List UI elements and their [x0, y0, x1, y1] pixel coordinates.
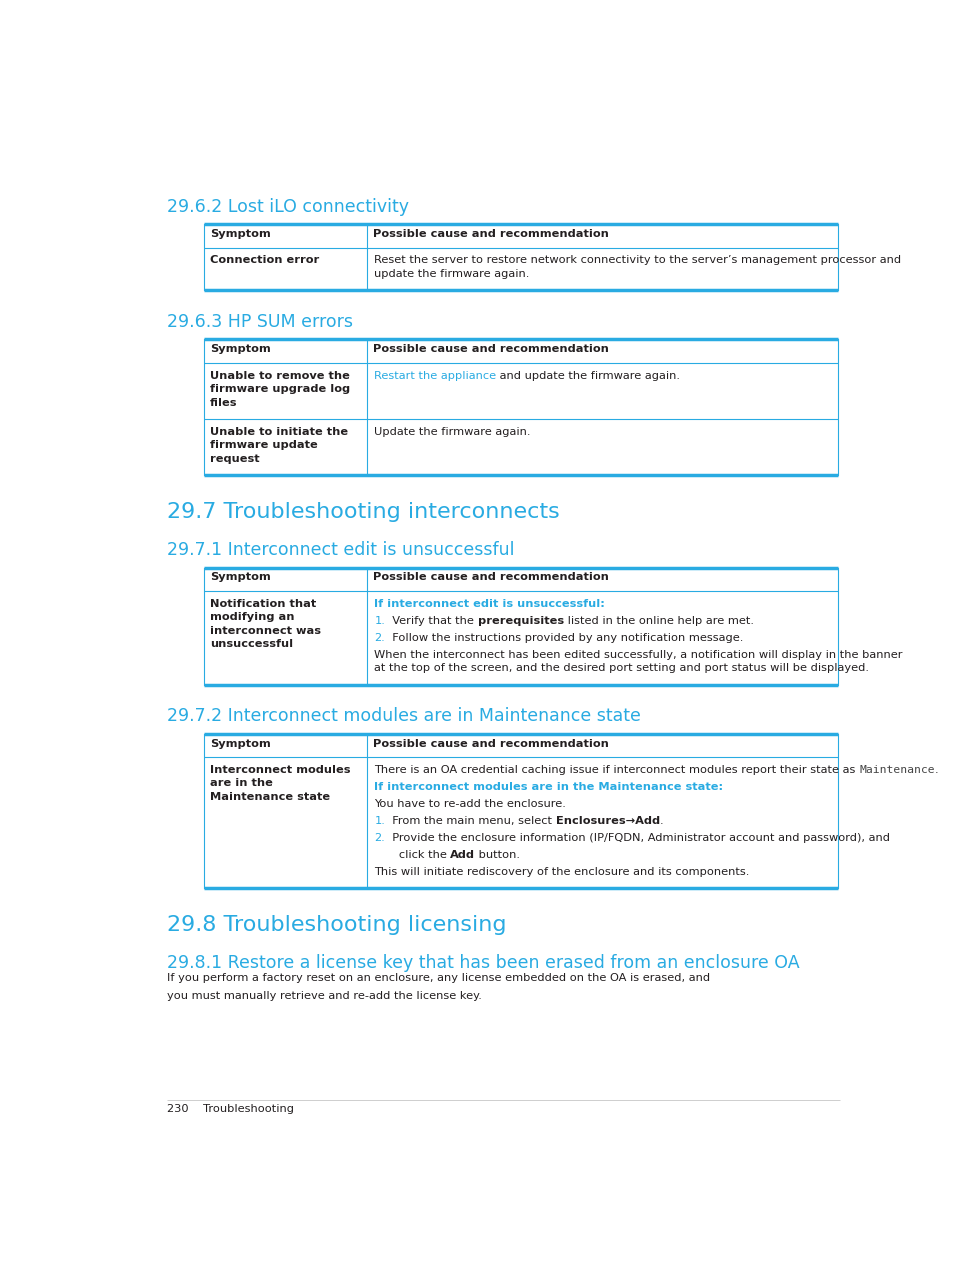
Text: Enclosures→Add: Enclosures→Add: [556, 816, 659, 826]
Text: .: .: [659, 816, 663, 826]
Text: at the top of the screen, and the desired port setting and port status will be d: at the top of the screen, and the desire…: [374, 663, 868, 674]
Text: Connection error: Connection error: [210, 255, 319, 266]
Text: 29.6.2 Lost iLO connectivity: 29.6.2 Lost iLO connectivity: [167, 197, 409, 216]
Text: You have to re-add the enclosure.: You have to re-add the enclosure.: [374, 799, 566, 808]
Text: If interconnect edit is unsuccessful:: If interconnect edit is unsuccessful:: [374, 599, 604, 609]
Text: 29.7.1 Interconnect edit is unsuccessful: 29.7.1 Interconnect edit is unsuccessful: [167, 540, 515, 559]
Text: Provide the enclosure information (IP/FQDN, Administrator account and password),: Provide the enclosure information (IP/FQ…: [385, 833, 889, 843]
Text: modifying an: modifying an: [210, 613, 294, 622]
Text: Verify that the: Verify that the: [385, 615, 477, 625]
Text: listed in the online help are met.: listed in the online help are met.: [563, 615, 753, 625]
Text: click the: click the: [387, 850, 450, 860]
Text: There is an OA credential caching issue if interconnect modules report their sta: There is an OA credential caching issue …: [374, 765, 859, 775]
Text: Add: Add: [450, 850, 475, 860]
Text: request: request: [210, 454, 259, 464]
Text: and update the firmware again.: and update the firmware again.: [496, 371, 679, 380]
Text: Reset the server to restore network connectivity to the server’s management proc: Reset the server to restore network conn…: [374, 255, 901, 266]
Text: Restart the appliance: Restart the appliance: [374, 371, 496, 380]
Text: update the firmware again.: update the firmware again.: [374, 269, 529, 278]
Text: When the interconnect has been edited successfully, a notification will display : When the interconnect has been edited su…: [374, 649, 902, 660]
Text: Maintenance state: Maintenance state: [210, 792, 330, 802]
Text: 2.: 2.: [374, 633, 385, 643]
Text: From the main menu, select: From the main menu, select: [385, 816, 556, 826]
Text: Follow the instructions provided by any notification message.: Follow the instructions provided by any …: [385, 633, 742, 643]
Text: Symptom: Symptom: [210, 344, 271, 355]
Text: 29.8 Troubleshooting licensing: 29.8 Troubleshooting licensing: [167, 915, 506, 935]
Text: Interconnect modules: Interconnect modules: [210, 765, 351, 775]
Text: 1.: 1.: [374, 615, 385, 625]
Text: Possible cause and recommendation: Possible cause and recommendation: [373, 738, 608, 749]
Text: Symptom: Symptom: [210, 229, 271, 239]
Text: Maintenance: Maintenance: [859, 765, 934, 775]
Text: Symptom: Symptom: [210, 572, 271, 582]
Text: Notification that: Notification that: [210, 599, 316, 609]
Text: files: files: [210, 398, 237, 408]
Text: Unable to initiate the: Unable to initiate the: [210, 427, 348, 437]
Text: 2.: 2.: [374, 833, 385, 843]
Text: prerequisites: prerequisites: [477, 615, 563, 625]
Text: Possible cause and recommendation: Possible cause and recommendation: [373, 572, 608, 582]
Text: If interconnect modules are in the Maintenance state:: If interconnect modules are in the Maint…: [374, 782, 722, 792]
Text: Symptom: Symptom: [210, 738, 271, 749]
Text: you must manually retrieve and re-add the license key.: you must manually retrieve and re-add th…: [167, 990, 481, 1000]
Text: Possible cause and recommendation: Possible cause and recommendation: [373, 229, 608, 239]
Text: firmware update: firmware update: [210, 440, 317, 450]
Text: 1.: 1.: [374, 816, 385, 826]
Text: 29.8.1 Restore a license key that has been erased from an enclosure OA: 29.8.1 Restore a license key that has be…: [167, 955, 800, 972]
Text: Update the firmware again.: Update the firmware again.: [374, 427, 530, 437]
Text: .: .: [934, 765, 938, 775]
Text: 29.7.2 Interconnect modules are in Maintenance state: 29.7.2 Interconnect modules are in Maint…: [167, 707, 640, 724]
Text: 230    Troubleshooting: 230 Troubleshooting: [167, 1103, 294, 1113]
Text: button.: button.: [475, 850, 519, 860]
Text: Possible cause and recommendation: Possible cause and recommendation: [373, 344, 608, 355]
Text: 29.6.3 HP SUM errors: 29.6.3 HP SUM errors: [167, 313, 353, 330]
Text: interconnect was: interconnect was: [210, 625, 321, 636]
Text: Unable to remove the: Unable to remove the: [210, 371, 350, 380]
Text: 29.7 Troubleshooting interconnects: 29.7 Troubleshooting interconnects: [167, 502, 559, 521]
Text: This will initiate rediscovery of the enclosure and its components.: This will initiate rediscovery of the en…: [374, 867, 749, 877]
Text: unsuccessful: unsuccessful: [210, 639, 293, 649]
Text: If you perform a factory reset on an enclosure, any license embedded on the OA i: If you perform a factory reset on an enc…: [167, 974, 710, 982]
Text: are in the: are in the: [210, 778, 273, 788]
Text: firmware upgrade log: firmware upgrade log: [210, 384, 350, 394]
